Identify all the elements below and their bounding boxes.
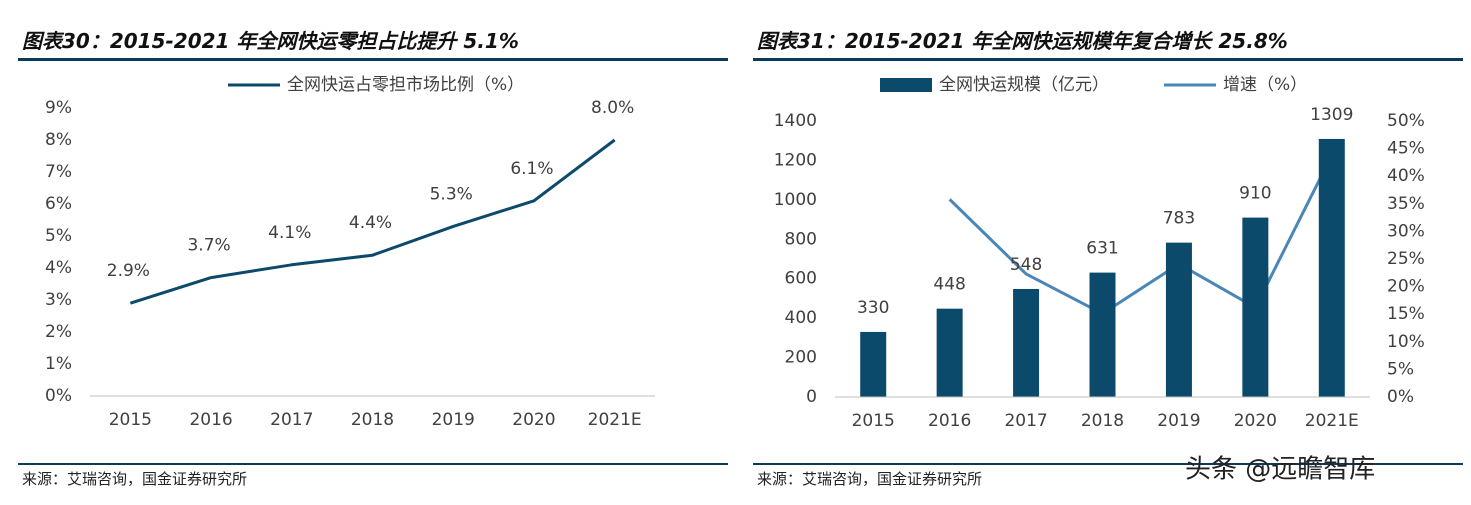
bar: [1165, 242, 1192, 397]
y-tick-label: 200: [785, 348, 817, 368]
x-tick-label: 2020: [512, 410, 555, 430]
y-tick-label: 9%: [45, 98, 72, 118]
y-tick-label: 8%: [45, 130, 72, 150]
data-label: 910: [1239, 184, 1271, 204]
bar: [936, 308, 963, 397]
legend-label: 全网快运规模（亿元）: [939, 75, 1109, 95]
y2-tick-label: 35%: [1387, 194, 1425, 214]
y-tick-label: 6%: [45, 194, 72, 214]
y-tick-label: 800: [785, 229, 817, 249]
y-tick-label: 4%: [45, 258, 72, 278]
bar: [1089, 272, 1116, 397]
line: [948, 154, 1334, 316]
data-label: 783: [1163, 209, 1195, 229]
y-tick-label: 5%: [45, 226, 72, 246]
line: [129, 138, 616, 305]
data-label: 330: [857, 298, 889, 318]
data-label: 548: [1010, 255, 1042, 275]
legend-label: 全网快运占零担市场比例（%）: [287, 75, 524, 95]
y2-tick-label: 50%: [1387, 111, 1425, 131]
watermark: 头条 @远瞻智库: [1185, 455, 1375, 485]
x-tick-label: 2018: [1081, 411, 1124, 431]
x-tick-label: 2017: [1004, 411, 1047, 431]
legend-swatch: [880, 78, 932, 92]
y-tick-label: 600: [785, 269, 817, 289]
data-label: 5.3%: [430, 184, 473, 204]
data-label: 3.7%: [187, 236, 230, 256]
bar: [1242, 217, 1269, 397]
y2-tick-label: 20%: [1387, 277, 1425, 297]
y-tick-label: 1200: [774, 150, 817, 170]
data-label: 4.4%: [349, 213, 392, 233]
y2-tick-label: 0%: [1387, 387, 1414, 407]
data-label: 448: [933, 275, 965, 295]
source: 来源：艾瑞咨询，国金证券研究所: [22, 470, 247, 488]
y2-tick-label: 45%: [1387, 139, 1425, 159]
y2-tick-label: 5%: [1387, 359, 1414, 379]
source-rule: [753, 463, 1463, 465]
data-label: 4.1%: [268, 223, 311, 243]
y-tick-label: 3%: [45, 290, 72, 310]
y-tick-label: 1400: [774, 111, 817, 131]
data-label: 1309: [1310, 105, 1353, 125]
x-tick-label: 2021E: [588, 410, 642, 430]
data-label: 2.9%: [107, 261, 150, 281]
title-rule: [18, 58, 728, 61]
y-tick-label: 2%: [45, 322, 72, 342]
y-tick-label: 1%: [45, 354, 72, 374]
x-tick-label: 2016: [189, 410, 232, 430]
x-tick-label: 2015: [852, 411, 895, 431]
bar: [860, 331, 887, 397]
y-tick-label: 7%: [45, 162, 72, 182]
y-tick-label: 0%: [45, 386, 72, 406]
x-tick-label: 2020: [1234, 411, 1277, 431]
y-tick-label: 0: [806, 387, 817, 407]
source-rule: [18, 463, 728, 465]
data-label: 631: [1086, 239, 1118, 259]
x-tick-label: 2019: [1157, 411, 1200, 431]
chart-title: 图表31：2015-2021 年全网快运规模年复合增长 25.8%: [757, 29, 1288, 53]
y2-tick-label: 40%: [1387, 166, 1425, 186]
title-rule: [753, 58, 1463, 61]
chart-title: 图表30：2015-2021 年全网快运零担占比提升 5.1%: [22, 29, 519, 53]
x-tick-label: 2016: [928, 411, 971, 431]
bar: [1318, 138, 1345, 397]
y-tick-label: 1000: [774, 190, 817, 210]
y2-tick-label: 30%: [1387, 221, 1425, 241]
y2-tick-label: 25%: [1387, 249, 1425, 269]
data-label: 8.0%: [591, 98, 634, 118]
legend-label: 增速（%）: [1223, 75, 1307, 95]
x-tick-label: 2021E: [1305, 411, 1359, 431]
data-label: 6.1%: [510, 159, 553, 179]
y-tick-label: 400: [785, 308, 817, 328]
source: 来源：艾瑞咨询，国金证券研究所: [757, 470, 982, 488]
x-tick-label: 2018: [351, 410, 394, 430]
y2-tick-label: 10%: [1387, 332, 1425, 352]
y2-tick-label: 15%: [1387, 304, 1425, 324]
x-tick-label: 2017: [270, 410, 313, 430]
x-tick-label: 2019: [432, 410, 475, 430]
x-tick-label: 2015: [109, 410, 152, 430]
bar: [1013, 288, 1040, 397]
